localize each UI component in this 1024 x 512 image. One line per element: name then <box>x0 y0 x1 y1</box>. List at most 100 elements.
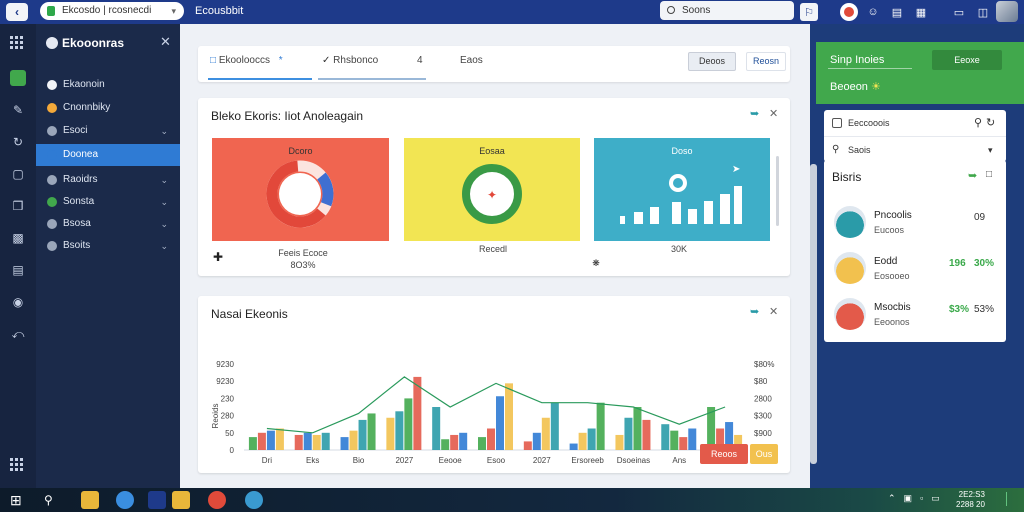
mini-bar <box>720 194 730 224</box>
tab-reports[interactable]: ✓ Rhsbonco 4 <box>318 46 426 80</box>
sidebar-item[interactable]: Bsoits ⌄ <box>36 235 180 257</box>
app-icon[interactable] <box>148 491 166 509</box>
volume-icon[interactable]: ▫ <box>920 493 924 503</box>
list-item[interactable]: Eeccooois ⚲ ↻ <box>824 110 1006 136</box>
chevron-down-icon[interactable]: ⌄ <box>160 241 168 251</box>
avatar[interactable] <box>996 1 1018 22</box>
edge-icon[interactable] <box>245 491 263 509</box>
network-icon[interactable]: ▣ <box>903 493 913 503</box>
close-icon[interactable]: ✕ <box>769 108 779 120</box>
stat-row[interactable]: Pncoolis Eucoos 09 <box>824 198 1006 248</box>
y-tick-label: 280 <box>221 412 235 421</box>
sidebar-item[interactable]: Esoci ⌄ <box>36 120 180 142</box>
sidebar-item[interactable]: Sonsta ⌄ <box>36 191 180 213</box>
battery-icon[interactable]: ▭ <box>931 493 940 503</box>
scrollbar[interactable] <box>776 156 779 226</box>
refresh-icon[interactable]: ↻ <box>986 117 996 129</box>
browser-icon[interactable] <box>116 491 134 509</box>
location-icon[interactable]: ⚲ <box>974 117 983 129</box>
chart-bar <box>541 417 550 450</box>
stat-row[interactable]: Eodd Eosooeo 196 30% <box>824 244 1006 294</box>
expand-icon[interactable]: □ <box>986 169 993 180</box>
toolbar-icons: ⚐ ☺ ▤ ▦ ▭ ◫ ➤ ✿ <box>800 2 1024 22</box>
brand-name: Ekooonras <box>62 36 125 50</box>
chevron-down-icon[interactable]: ⌄ <box>160 197 168 207</box>
sidebar-item[interactable]: Bsosa ⌄ <box>36 213 180 235</box>
edit-icon[interactable]: ✎ <box>12 103 24 117</box>
secondary-button[interactable]: Reosn <box>746 52 786 71</box>
promo-title: Sinp Inoies <box>830 54 885 66</box>
clock[interactable]: 2E2:S3 2288 20 <box>956 490 985 510</box>
chrome-icon[interactable] <box>208 491 226 509</box>
kpi-card-yellow[interactable]: Eosaa ✦ <box>404 138 580 241</box>
calendar-icon[interactable]: ▤ <box>12 263 24 277</box>
sidebar-item[interactable]: Ekaonoin <box>36 74 180 96</box>
chart-bar <box>266 430 275 450</box>
grid-icon[interactable]: ▦ <box>915 6 927 19</box>
search-icon[interactable]: ⚲ <box>44 493 53 507</box>
record-icon[interactable] <box>840 3 858 21</box>
move-icon[interactable]: ✚ <box>212 250 224 264</box>
start-icon[interactable]: ⊞ <box>10 492 22 508</box>
tab-overview[interactable]: □ Ekoolooccs * <box>208 46 312 80</box>
chevron-down-icon[interactable]: ▾ <box>171 6 176 16</box>
back-button[interactable]: ‹ <box>6 3 28 21</box>
sidebar-item-icon <box>47 175 57 185</box>
kpi-card-red[interactable]: Dcoro <box>212 138 389 241</box>
sidebar-item[interactable]: Cnonnbiky <box>36 97 180 119</box>
emoji-icon[interactable]: ☺ <box>867 6 879 18</box>
document-icon[interactable]: ▢ <box>12 167 24 181</box>
more-grid-icon[interactable] <box>10 458 26 474</box>
refresh-icon[interactable]: ➥ <box>968 170 978 182</box>
chart-bar <box>661 424 670 450</box>
chart-bar <box>450 434 459 450</box>
expand-icon[interactable]: ➥ <box>750 108 760 120</box>
share-icon[interactable]: ⤺ <box>11 327 25 341</box>
files-icon[interactable] <box>172 491 190 509</box>
secondary-action-button[interactable]: Ous <box>750 444 778 464</box>
chart-bar <box>596 402 605 450</box>
chart-bar <box>624 417 633 450</box>
chevron-up-icon[interactable]: ⌃ <box>888 493 896 503</box>
tablet-icon[interactable]: ◫ <box>977 6 989 19</box>
chevron-down-icon[interactable]: ▾ <box>988 145 993 155</box>
chevron-down-icon[interactable]: ⌄ <box>160 126 168 136</box>
chart-bar <box>688 428 697 450</box>
clock-time: 2E2:S3 <box>958 490 985 499</box>
screen-icon[interactable]: ▭ <box>953 6 965 19</box>
sidebar-item-label: Doonea <box>63 149 99 160</box>
kpi-card-blue[interactable]: Doso ➤ <box>594 138 770 241</box>
close-icon[interactable]: ✕ <box>769 306 779 318</box>
bookmark-icon[interactable]: ▤ <box>891 6 903 19</box>
promo-button[interactable]: Eeoxe <box>932 50 1002 70</box>
y-tick-label-right: $300 <box>754 412 772 421</box>
notification-icon[interactable]: ⚐ <box>800 3 818 21</box>
apps-grid-icon[interactable] <box>10 36 26 52</box>
settings-icon[interactable]: ❋ <box>592 258 600 268</box>
chart-bar <box>716 428 725 450</box>
expand-icon[interactable]: ➥ <box>750 306 760 318</box>
target-icon[interactable]: ◉ <box>12 295 24 309</box>
sidebar-item[interactable]: Doonea <box>36 144 180 166</box>
kpi-label: Eosaa <box>479 146 505 156</box>
stat-row[interactable]: Msocbis Eeoonos $3% 53% <box>824 290 1006 340</box>
chart-icon[interactable]: ▩ <box>12 231 24 245</box>
list-item[interactable]: ⚲ Saois ▾ <box>824 136 1006 162</box>
search-input[interactable]: Soons <box>660 1 794 20</box>
close-icon[interactable]: ✕ <box>160 34 171 49</box>
home-icon[interactable] <box>10 70 26 86</box>
scrollbar[interactable] <box>810 164 817 464</box>
primary-action-button[interactable]: Reoos <box>700 444 748 464</box>
chevron-down-icon[interactable]: ⌄ <box>160 219 168 229</box>
stat-subtitle: Eeoonos <box>874 317 910 327</box>
refresh-icon[interactable]: ↻ <box>12 135 24 149</box>
chevron-down-icon[interactable]: ⌄ <box>160 175 168 185</box>
mini-bar <box>734 186 742 224</box>
show-desktop-button[interactable] <box>1006 492 1018 506</box>
sidebar-item[interactable]: Raoidrs ⌄ <box>36 169 180 191</box>
primary-button[interactable]: Deoos <box>688 52 736 71</box>
folder-icon[interactable]: ❒ <box>12 199 24 213</box>
tab-extra[interactable]: Eaos <box>460 46 520 80</box>
address-bar[interactable]: Ekcosdo | rcosnecdi ▾ <box>40 2 184 20</box>
folder-icon[interactable] <box>81 491 99 509</box>
